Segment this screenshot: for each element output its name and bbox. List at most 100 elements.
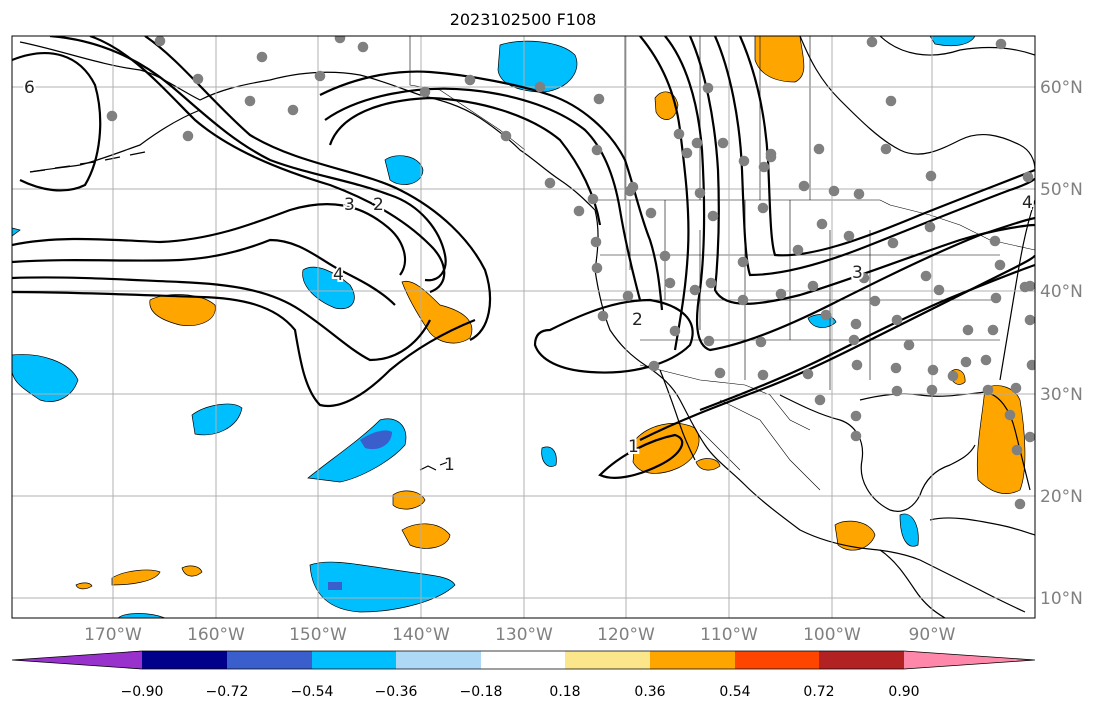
neg-region — [541, 446, 557, 467]
lon-label: 150°W — [289, 625, 347, 645]
colorbar-border — [11, 650, 1036, 670]
station-dot — [591, 262, 603, 274]
height-contours — [12, 36, 1035, 479]
station-dot — [256, 51, 268, 63]
station-dot — [927, 364, 939, 376]
lon-label: 100°W — [803, 625, 861, 645]
lon-label: 160°W — [187, 625, 245, 645]
station-dot — [587, 193, 599, 205]
pos-region — [754, 36, 805, 83]
station-dot — [154, 36, 166, 47]
neg-region — [12, 354, 79, 402]
station-dot — [775, 288, 787, 300]
lat-label: 20°N — [1040, 487, 1083, 507]
station-dot — [828, 185, 840, 197]
contour-6 — [12, 52, 102, 192]
pos-region — [75, 582, 93, 590]
mexico-states — [699, 399, 821, 491]
contour-label: 4 — [333, 265, 344, 285]
neg-region — [12, 227, 21, 237]
neg-region-dark — [328, 582, 342, 590]
contour-east-2 — [664, 36, 1035, 352]
map-title: 2023102500 F108 — [449, 10, 597, 29]
station-dot — [995, 38, 1007, 50]
lon-label: 130°W — [495, 625, 553, 645]
lon-label: 170°W — [84, 625, 142, 645]
lat-label: 50°N — [1040, 180, 1083, 200]
station-dot — [820, 309, 832, 321]
lat-label: 30°N — [1040, 385, 1083, 405]
station-dot — [1011, 444, 1023, 456]
colorbar-cell — [904, 651, 1035, 669]
colorbar-label: 0.18 — [549, 684, 580, 700]
gulf-coast — [779, 394, 976, 512]
station-dot — [887, 237, 899, 249]
lat-label: 40°N — [1040, 282, 1083, 302]
station-dot — [891, 385, 903, 397]
station-dot — [714, 367, 726, 379]
pos-region — [181, 565, 203, 577]
pos-region — [149, 294, 216, 326]
station-dot — [851, 359, 863, 371]
pos-region — [392, 490, 426, 510]
station-dot — [880, 143, 892, 155]
station-dot — [694, 187, 706, 199]
contour-low-1 — [533, 298, 694, 374]
lon-label: 120°W — [597, 625, 655, 645]
colorbar-cell — [142, 651, 227, 669]
neg-region — [899, 513, 919, 547]
station-dot — [850, 318, 862, 330]
station-dot — [798, 180, 810, 192]
contour-label: 3 — [852, 263, 863, 283]
pos-region — [401, 280, 473, 344]
colorbar-cell — [12, 651, 142, 669]
hawaii — [419, 461, 449, 471]
station-dot — [334, 36, 346, 44]
station-dot — [500, 130, 512, 142]
station-dot — [757, 369, 769, 381]
station-dot — [681, 147, 693, 159]
station-dot — [989, 235, 1001, 247]
east-coast — [999, 199, 1035, 381]
station-dot — [843, 230, 855, 242]
pos-region — [654, 91, 679, 120]
colorbar-cell — [481, 651, 565, 669]
station-dot — [591, 144, 603, 156]
colorbar-labels: −0.90 −0.72 −0.54 −0.36 −0.18 0.18 0.36 … — [121, 684, 920, 700]
contour-label: 3 — [344, 195, 355, 215]
station-dot — [593, 93, 605, 105]
station-dot — [869, 295, 881, 307]
colorbar-label: 0.36 — [634, 684, 665, 700]
station-dot — [419, 86, 431, 98]
station-dot — [689, 284, 701, 296]
station-dot — [357, 41, 369, 53]
station-dot — [933, 284, 945, 296]
lat-label: 60°N — [1040, 78, 1083, 98]
station-dot — [645, 207, 657, 219]
latitude-labels: 60°N 50°N 40°N 30°N 20°N 10°N — [1040, 78, 1083, 609]
station-dot — [962, 324, 974, 336]
colorbar-label: −0.18 — [460, 684, 503, 700]
station-dot — [534, 81, 546, 93]
contour-east-5 — [738, 36, 1035, 257]
contour-label: 2 — [632, 310, 643, 330]
contour-east-4 — [713, 36, 1035, 277]
colorbar-label: 0.54 — [719, 684, 750, 700]
hudson-area — [799, 36, 1035, 171]
colorbar-label: −0.72 — [206, 684, 249, 700]
station-dot — [669, 325, 681, 337]
station-dot — [573, 205, 585, 217]
contour-label: 1 — [628, 437, 639, 457]
station-dot — [982, 384, 994, 396]
colorbar-label: −0.54 — [291, 684, 334, 700]
station-dot — [702, 82, 714, 94]
neg-region — [309, 561, 456, 613]
station-dot — [244, 95, 256, 107]
station-dot — [853, 188, 865, 200]
station-dot — [920, 270, 932, 282]
station-dot — [691, 137, 703, 149]
station-dot — [648, 360, 660, 372]
station-dot — [947, 370, 959, 382]
contour-east-1 — [639, 36, 690, 351]
